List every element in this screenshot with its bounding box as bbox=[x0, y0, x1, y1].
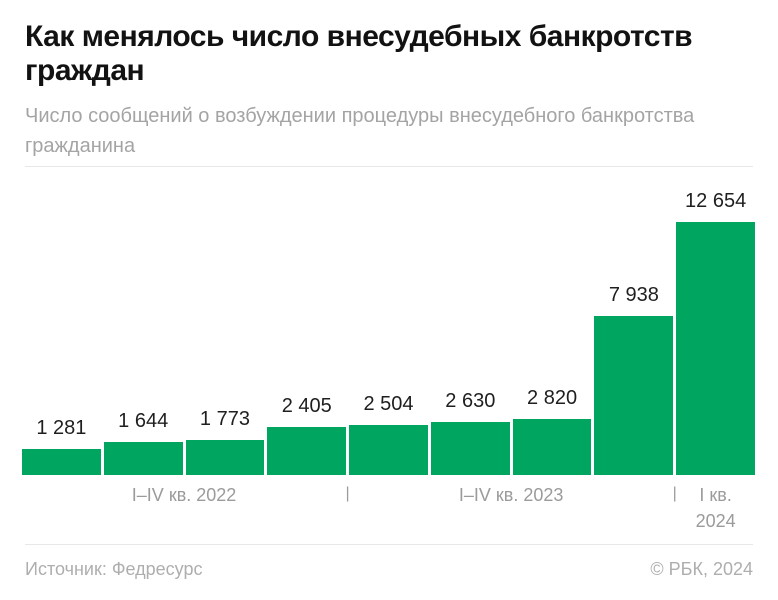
bar-column: 2 630 bbox=[430, 180, 510, 475]
header-divider bbox=[25, 166, 753, 167]
chart-title: Как менялось число внесудебных банкротст… bbox=[25, 20, 693, 87]
bar bbox=[103, 442, 183, 475]
copyright-label: © РБК, 2024 bbox=[650, 559, 753, 579]
bar bbox=[594, 316, 674, 475]
bar-value-label: 1 281 bbox=[36, 417, 87, 439]
bar-value-label: 1 644 bbox=[118, 410, 169, 432]
bar-column: 7 938 bbox=[594, 180, 674, 475]
bar-value-label: 7 938 bbox=[608, 284, 659, 306]
footer: Источник: Федресурс © РБК, 2024 bbox=[25, 558, 753, 580]
bar-column: 1 281 bbox=[22, 180, 101, 475]
bar-value-label: 1 773 bbox=[199, 408, 250, 430]
bar-value-label: 2 504 bbox=[363, 393, 414, 415]
axis-label-line: I кв. bbox=[699, 485, 732, 505]
bar-chart: 1 281 1 644 1 773 2 405 2 504 2 630 2 820 7 938… bbox=[22, 180, 756, 475]
axis-label-line: 2024 bbox=[695, 511, 736, 531]
bar-value-label: 12 654 bbox=[685, 190, 747, 212]
bar-value-label: 2 630 bbox=[445, 390, 496, 412]
bar bbox=[430, 422, 510, 475]
bar-value-label: 2 820 bbox=[527, 387, 578, 409]
bar-column: 2 504 bbox=[349, 180, 428, 475]
bars-area: 1 281 1 644 1 773 2 405 2 504 2 630 2 820 7 938… bbox=[22, 180, 756, 475]
header: Как менялось число внесудебных банкротст… bbox=[25, 20, 753, 161]
bar-column: 2 405 bbox=[267, 180, 347, 475]
axis-group-separator: | bbox=[672, 485, 677, 502]
axis-label-line: I–IV кв. 2023 bbox=[458, 485, 564, 505]
axis-group-label: I–IV кв. 2023 bbox=[349, 482, 673, 508]
footer-divider bbox=[25, 544, 753, 545]
bar bbox=[676, 222, 756, 475]
chart-subtitle: Число сообщений о возбуждении процедуры … bbox=[25, 105, 695, 157]
bar bbox=[349, 425, 428, 475]
source-label: Источник: Федресурс bbox=[25, 559, 203, 579]
axis-group-separator: | bbox=[345, 485, 350, 502]
bar bbox=[22, 449, 101, 475]
axis-group-label: I–IV кв. 2022 bbox=[22, 482, 346, 508]
bar bbox=[267, 427, 347, 475]
bar-value-label: 2 405 bbox=[281, 395, 332, 417]
axis-label-line: I–IV кв. 2022 bbox=[131, 485, 237, 505]
bar bbox=[185, 440, 265, 475]
x-axis: I–IV кв. 2022 | I–IV кв. 2023 | I кв. 2024 bbox=[22, 482, 755, 534]
bar-column: 12 654 bbox=[676, 180, 756, 475]
bar-column: 2 820 bbox=[512, 180, 592, 475]
bar bbox=[512, 419, 592, 475]
bar-column: 1 773 bbox=[185, 180, 265, 475]
bar-column: 1 644 bbox=[103, 180, 183, 475]
axis-group-label: I кв. 2024 bbox=[676, 482, 755, 534]
